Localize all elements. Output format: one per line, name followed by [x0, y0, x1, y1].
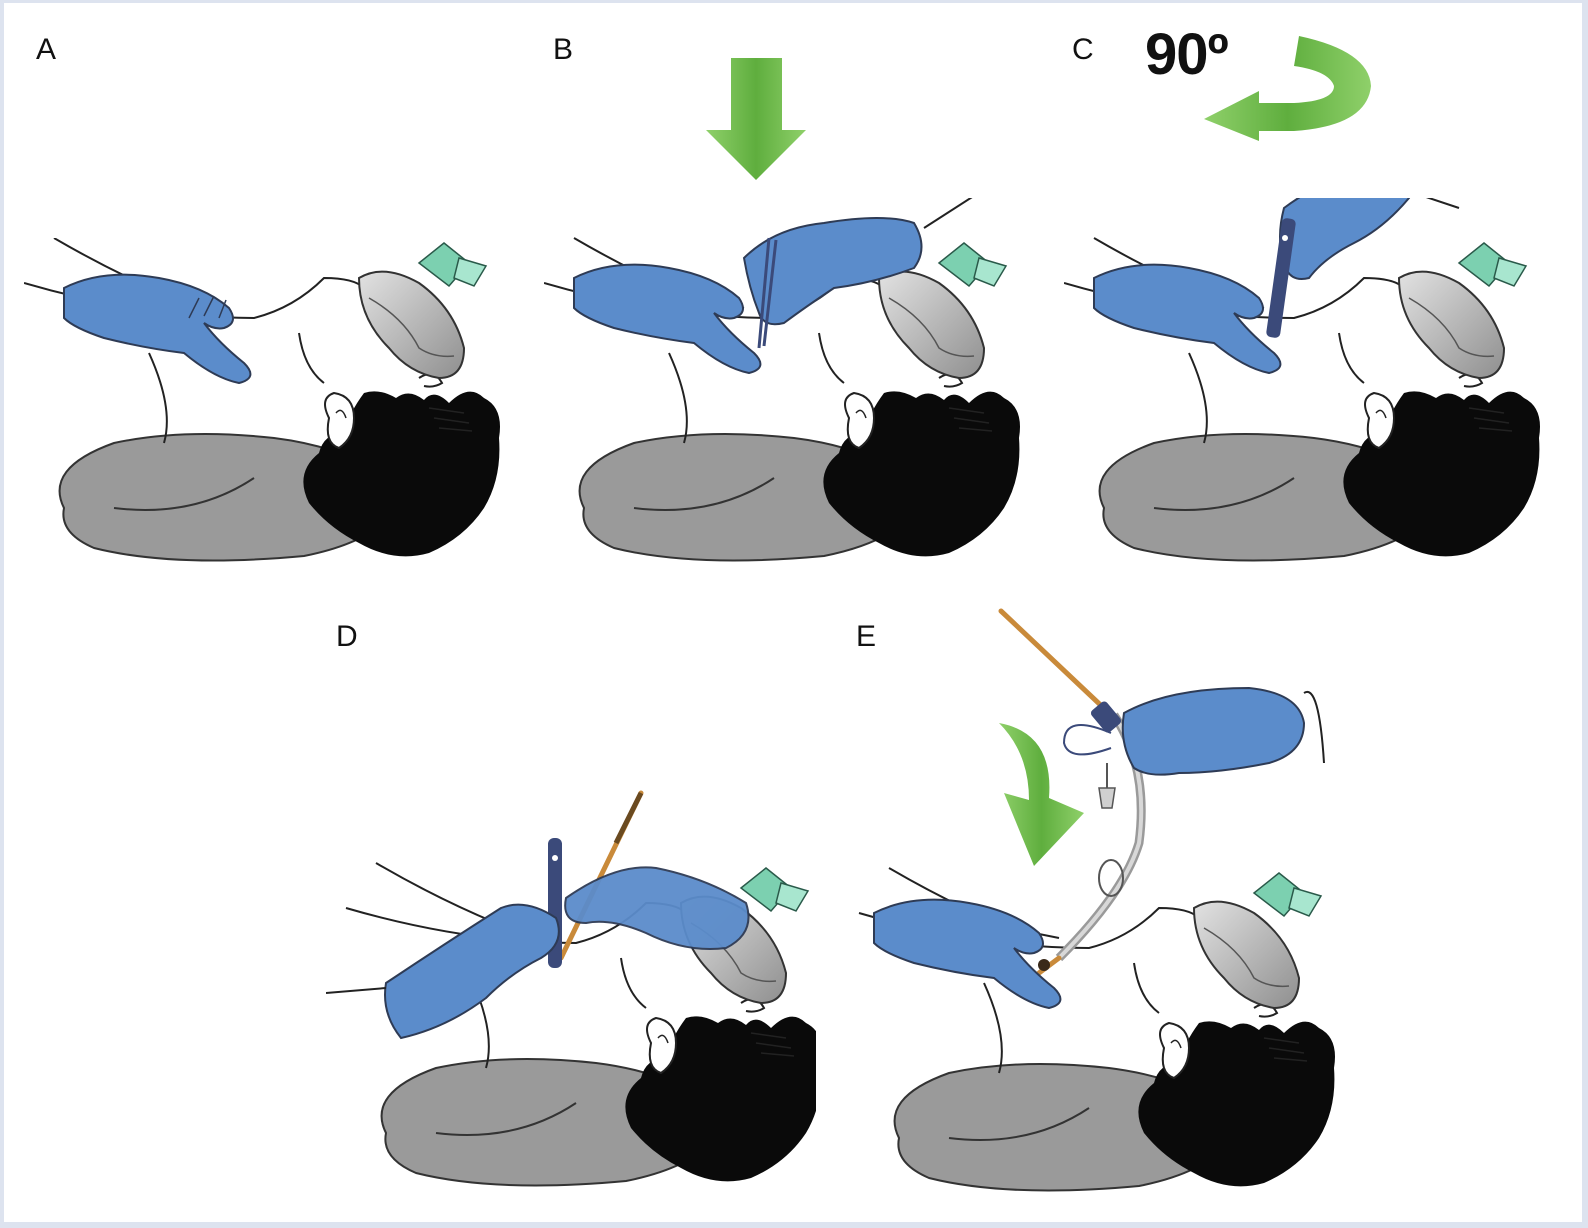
scalpel-icon: [1266, 218, 1296, 338]
gloved-hand-icon: [63, 273, 252, 384]
bougie-icon: [558, 790, 644, 961]
gloved-hand-icon: [573, 263, 762, 374]
panel-a-illustration: [24, 238, 504, 573]
gloved-hand-icon: [1121, 686, 1325, 776]
rotation-label: 90º: [1145, 22, 1229, 87]
figure-frame: A B C 90º D E: [4, 3, 1582, 1222]
down-arrow-icon: [706, 58, 806, 180]
panel-d-illustration: [326, 783, 816, 1203]
panel-c-illustration: [1064, 198, 1544, 573]
forceps-icon: [757, 237, 778, 349]
gloved-hand-icon: [326, 903, 560, 1040]
gloved-hand-icon: [564, 866, 750, 950]
rotate-arrow-icon: [1204, 36, 1371, 141]
curved-arrow-icon: [999, 723, 1084, 866]
panel-e-illustration: [849, 603, 1339, 1203]
panel-label-e: E: [856, 620, 877, 653]
bougie-icon: [998, 608, 1112, 716]
panel-label-c: C: [1072, 33, 1094, 66]
panel-label-a: A: [36, 33, 57, 66]
panel-label-b: B: [553, 33, 574, 66]
panel-b-illustration: [544, 198, 1024, 573]
gloved-hand-icon: [1093, 263, 1282, 374]
gloved-hand-icon: [873, 898, 1062, 1009]
panel-label-d: D: [336, 620, 358, 653]
gloved-hand-icon: [1279, 198, 1460, 280]
